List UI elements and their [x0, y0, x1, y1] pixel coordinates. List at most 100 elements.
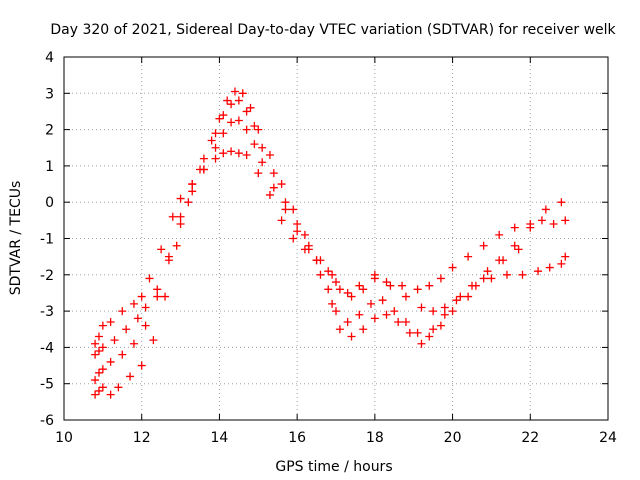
data-point: [234, 149, 243, 158]
data-point: [161, 292, 170, 301]
x-tick-label: 24: [599, 430, 617, 446]
data-point: [343, 288, 352, 297]
data-point: [219, 149, 228, 158]
data-point: [324, 267, 333, 276]
data-point: [293, 227, 302, 236]
y-tick-label: 1: [45, 159, 54, 175]
data-point: [436, 274, 445, 283]
data-point: [328, 270, 337, 279]
data-point: [176, 212, 185, 221]
data-point: [141, 321, 150, 330]
data-point: [168, 212, 177, 221]
data-point: [172, 241, 181, 250]
x-tick-label: 22: [521, 430, 539, 446]
data-point: [390, 307, 399, 316]
y-tick-label: -2: [40, 268, 54, 284]
data-point: [289, 234, 298, 243]
data-point: [211, 143, 220, 152]
data-point: [227, 147, 236, 156]
data-point: [242, 107, 251, 116]
data-point: [347, 332, 356, 341]
data-point: [281, 205, 290, 214]
y-axis-label: SDTVAR / TECUs: [8, 181, 24, 296]
x-axis-label: GPS time / hours: [275, 459, 392, 475]
data-point: [227, 118, 236, 127]
data-point: [94, 386, 103, 395]
data-point: [425, 332, 434, 341]
data-point: [382, 278, 391, 287]
data-point: [246, 103, 255, 112]
data-point: [510, 223, 519, 232]
data-point: [541, 205, 550, 214]
data-point: [394, 317, 403, 326]
data-point: [227, 100, 236, 109]
series-track-2: [91, 116, 570, 359]
data-point: [440, 310, 449, 319]
y-tick-label: 0: [45, 195, 54, 211]
data-point: [234, 116, 243, 125]
data-point: [129, 339, 138, 348]
data-point: [149, 336, 158, 345]
data-point: [91, 350, 100, 359]
data-point: [106, 317, 115, 326]
data-point: [176, 194, 185, 203]
data-point: [359, 285, 368, 294]
data-point: [153, 285, 162, 294]
data-point: [106, 357, 115, 366]
data-point: [176, 219, 185, 228]
data-point: [277, 180, 286, 189]
data-point: [413, 328, 422, 337]
data-point: [479, 241, 488, 250]
data-point: [495, 230, 504, 239]
data-point: [238, 89, 247, 98]
data-point: [281, 198, 290, 207]
data-point: [94, 347, 103, 356]
data-point: [215, 114, 224, 123]
data-point: [219, 111, 228, 120]
data-layer: [91, 87, 570, 399]
data-point: [164, 252, 173, 261]
data-point: [254, 125, 263, 134]
data-point: [468, 281, 476, 290]
data-point: [223, 96, 232, 105]
data-point: [355, 281, 364, 290]
data-point: [199, 154, 208, 163]
data-point: [211, 154, 220, 163]
data-point: [94, 332, 103, 341]
data-point: [157, 245, 166, 254]
data-point: [401, 317, 410, 326]
series-track-3: [91, 87, 566, 399]
data-point: [184, 198, 193, 207]
data-point: [196, 165, 204, 174]
data-point: [129, 299, 138, 308]
data-point: [258, 143, 267, 152]
plot-frame: [63, 56, 609, 421]
data-point: [499, 256, 508, 265]
data-point: [207, 136, 216, 145]
data-point: [312, 256, 321, 265]
data-point: [425, 281, 434, 290]
data-point: [254, 169, 263, 178]
data-point: [188, 187, 197, 196]
data-point: [335, 285, 344, 294]
data-point: [549, 219, 558, 228]
data-point: [242, 125, 251, 134]
data-point: [557, 259, 566, 268]
data-point: [370, 274, 379, 283]
data-point: [417, 303, 426, 312]
data-point: [347, 292, 356, 301]
data-point: [98, 321, 107, 330]
data-point: [534, 267, 543, 276]
data-point: [118, 307, 127, 316]
data-point: [137, 292, 146, 301]
data-point: [429, 325, 438, 334]
y-tick-label: 2: [45, 123, 54, 139]
data-point: [401, 292, 410, 301]
x-tick-label: 20: [444, 430, 462, 446]
data-point: [316, 270, 325, 279]
data-point: [137, 361, 146, 370]
data-point: [91, 390, 100, 399]
data-point: [405, 328, 414, 337]
x-tick-label: 10: [55, 430, 73, 446]
